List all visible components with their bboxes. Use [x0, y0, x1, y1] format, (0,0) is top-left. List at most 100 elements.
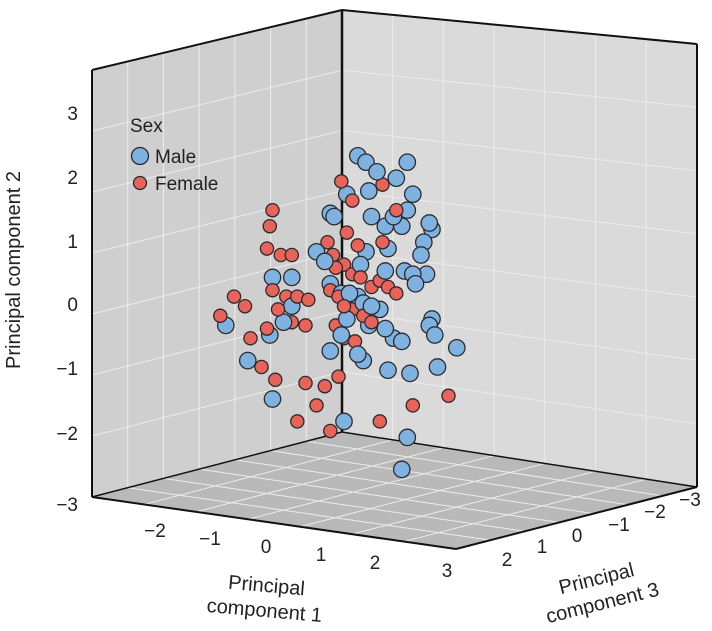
gridline — [143, 439, 393, 505]
y-axis-ticks: 3 2 1 0 −1 −2 −3 — [56, 104, 78, 516]
point-female — [336, 298, 352, 314]
point-female — [237, 298, 253, 314]
gridline — [341, 310, 698, 361]
gridline — [341, 371, 698, 425]
point-male — [420, 214, 439, 232]
y-tick-label: −2 — [56, 424, 78, 445]
point-male — [406, 274, 425, 293]
gridline — [163, 477, 525, 532]
point-female — [405, 398, 421, 413]
x-axis-title: Principal component 1 — [206, 572, 323, 627]
point-female — [331, 369, 346, 384]
legend-female-marker — [132, 175, 148, 191]
point-female — [298, 375, 313, 391]
point-male — [368, 162, 386, 181]
point-female — [262, 218, 278, 234]
gridline — [351, 470, 596, 535]
point-female — [350, 238, 366, 253]
gridline — [127, 487, 491, 541]
point-female — [323, 423, 338, 439]
x-tick-label: 0 — [261, 537, 272, 558]
legend-male-marker — [130, 146, 150, 166]
gridline — [199, 468, 560, 523]
z-tick-label: −2 — [644, 502, 666, 523]
point-female — [265, 202, 280, 218]
gridline — [341, 250, 698, 298]
point-female — [259, 241, 275, 256]
point-female — [309, 398, 324, 413]
point-male — [398, 428, 417, 447]
legend-male-label: Male — [155, 147, 196, 168]
point-female — [290, 414, 305, 429]
point-female — [334, 174, 349, 189]
y-axis-title: Principal component 2 — [3, 171, 25, 369]
point-male — [428, 358, 447, 376]
point-female — [301, 292, 316, 308]
point-male — [392, 332, 411, 351]
point-male — [238, 351, 257, 370]
point-female — [389, 286, 404, 301]
z-tick-label: 1 — [537, 537, 548, 558]
point-female — [353, 270, 368, 285]
gridline — [247, 455, 495, 520]
x-axis-title-line1: Principal — [227, 572, 305, 601]
point-male — [376, 319, 395, 338]
x-tick-label: 2 — [370, 553, 381, 574]
left-wall — [92, 10, 342, 497]
gridlines — [91, 14, 698, 543]
gridline — [403, 478, 647, 543]
point-male — [335, 412, 353, 431]
y-tick-label: −3 — [56, 495, 78, 516]
gridline — [299, 462, 545, 528]
point-female — [284, 247, 300, 263]
point-female — [213, 308, 228, 324]
point-male — [379, 361, 397, 380]
point-female — [364, 314, 379, 330]
point-female — [339, 225, 355, 240]
point-male — [321, 342, 340, 360]
point-female — [259, 321, 275, 336]
point-female — [298, 318, 313, 333]
point-male — [401, 364, 419, 383]
y-tick-label: −1 — [56, 359, 78, 380]
point-male — [263, 390, 282, 408]
point-male — [392, 460, 411, 479]
x-tick-label: 1 — [316, 545, 327, 566]
legend-female-label: Female — [155, 174, 218, 195]
z-tick-label: 0 — [572, 526, 583, 547]
point-male — [403, 185, 422, 204]
point-male — [425, 326, 444, 344]
z-tick-label: −1 — [608, 515, 630, 536]
point-male — [315, 252, 334, 271]
gridline — [91, 69, 343, 132]
gridline — [306, 440, 663, 497]
z-axis-ticks: 2 1 0 −1 −2 −3 — [502, 490, 701, 571]
point-male — [376, 262, 395, 280]
point-female — [226, 289, 242, 304]
point-female — [268, 372, 283, 388]
point-female — [270, 302, 286, 317]
point-male — [332, 326, 351, 344]
gridline — [341, 130, 698, 172]
y-tick-label: 1 — [67, 232, 78, 253]
point-male — [282, 268, 301, 287]
point-female — [345, 193, 360, 208]
point-male — [362, 297, 381, 316]
point-female — [389, 202, 404, 218]
z-axis-title: Principal component 3 — [544, 559, 662, 628]
x-tick-label: −1 — [199, 529, 221, 550]
gridline — [270, 450, 629, 506]
point-female — [265, 282, 280, 298]
x-tick-label: −2 — [144, 521, 166, 542]
point-female — [243, 330, 258, 346]
point-male — [337, 310, 356, 328]
gridline — [341, 69, 698, 108]
point-female — [317, 378, 333, 394]
gridline — [341, 190, 698, 235]
point-male — [325, 207, 343, 226]
point-male — [398, 153, 417, 172]
point-female — [375, 234, 390, 250]
y-tick-label: 0 — [67, 295, 78, 316]
point-female — [372, 414, 388, 429]
x-axis-ticks: −2 −1 0 1 2 3 — [144, 521, 452, 582]
